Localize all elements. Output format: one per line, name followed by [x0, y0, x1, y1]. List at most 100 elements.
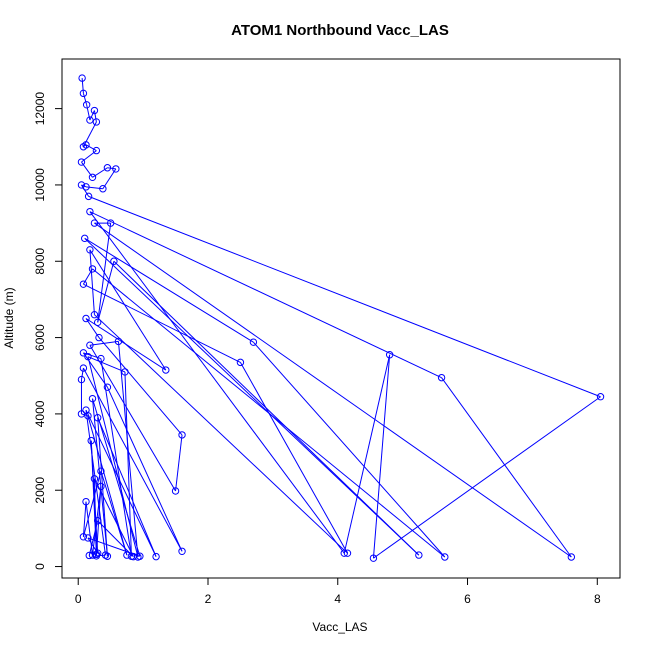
data-point [79, 349, 88, 357]
series-segment [85, 144, 97, 152]
data-point [84, 534, 92, 542]
data-point [79, 89, 88, 98]
y-tick-label: 0 [33, 563, 47, 570]
data-point [162, 366, 170, 374]
series-segment [92, 398, 141, 557]
data-point [84, 352, 92, 361]
series-segment [86, 104, 91, 121]
data-point [90, 475, 99, 483]
series-segment [93, 478, 97, 555]
series-segment [253, 341, 446, 558]
series-segment [373, 396, 601, 559]
data-point [101, 551, 110, 559]
y-tick-label: 4000 [33, 400, 47, 427]
data-point [110, 257, 118, 265]
data-point [79, 533, 88, 541]
series-segment [124, 371, 132, 557]
series-segment [239, 362, 348, 554]
series-segment [89, 211, 442, 379]
series-segment [82, 121, 97, 148]
data-point [123, 551, 131, 559]
data-point [79, 280, 88, 288]
data-point [82, 101, 91, 109]
data-point [178, 431, 186, 439]
x-tick-label: 0 [75, 592, 82, 606]
data-point [93, 549, 102, 557]
series-segment [100, 358, 132, 557]
data-point [82, 497, 90, 506]
y-axis-label: Altitude (m) [2, 287, 16, 348]
series-segment [85, 318, 100, 338]
x-tick-label: 4 [334, 592, 341, 606]
data-point [103, 552, 112, 560]
data-point [171, 487, 180, 495]
data-point [78, 74, 86, 82]
y-tick-label: 10000 [33, 168, 47, 202]
series-line [80, 78, 601, 559]
series-segment [106, 386, 183, 552]
series-segment [84, 237, 420, 556]
series-segment [117, 341, 139, 558]
data-point [81, 234, 89, 243]
data-point [92, 118, 101, 126]
series-segment [107, 167, 116, 170]
data-point [93, 517, 102, 525]
data-point [121, 368, 129, 376]
data-point [95, 333, 103, 342]
data-point [152, 552, 160, 561]
series-segment [82, 471, 102, 537]
series-segment [89, 110, 95, 121]
data-point [79, 364, 88, 372]
series-segment [88, 520, 99, 556]
data-point [369, 554, 378, 562]
x-tick-label: 2 [205, 592, 212, 606]
data-point [86, 246, 94, 254]
data-point [114, 337, 123, 346]
data-point [88, 173, 97, 182]
data-point [86, 341, 94, 349]
data-point [77, 375, 86, 384]
data-point [97, 482, 105, 491]
series-segment [85, 318, 167, 371]
x-tick-label: 6 [464, 592, 471, 606]
series-segment [441, 377, 572, 558]
y-tick-label: 12000 [33, 92, 47, 126]
data-point [97, 354, 105, 363]
series-segment [97, 417, 157, 557]
data-point [236, 358, 245, 367]
series-segment [89, 249, 167, 371]
series-segment [82, 93, 88, 105]
series-segment [87, 356, 126, 373]
data-point [178, 547, 186, 555]
data-point [415, 551, 423, 559]
data-point [596, 393, 605, 401]
series-segment [93, 478, 134, 557]
series-segment [81, 78, 84, 94]
series-segment [85, 410, 106, 556]
data-point [567, 553, 576, 561]
data-point [82, 141, 90, 149]
data-point [86, 116, 94, 124]
series-segment [88, 195, 601, 398]
data-point [343, 549, 352, 557]
data-point [87, 436, 95, 445]
series-segment [93, 110, 97, 123]
data-point [85, 551, 93, 560]
series-segment [372, 354, 391, 559]
series-segment [97, 261, 115, 323]
data-point [88, 551, 97, 559]
series-segment [98, 337, 183, 436]
x-tick-label: 8 [594, 592, 601, 606]
series-segment [100, 470, 128, 556]
series-segment [89, 340, 119, 346]
series-segment [85, 409, 157, 557]
series-segment [343, 354, 391, 554]
data-point [340, 549, 348, 557]
data-point [99, 185, 107, 193]
series-segment [94, 314, 348, 554]
data-point [93, 318, 102, 327]
data-point [90, 219, 99, 227]
data-point [84, 192, 93, 201]
plot-frame [61, 58, 621, 579]
